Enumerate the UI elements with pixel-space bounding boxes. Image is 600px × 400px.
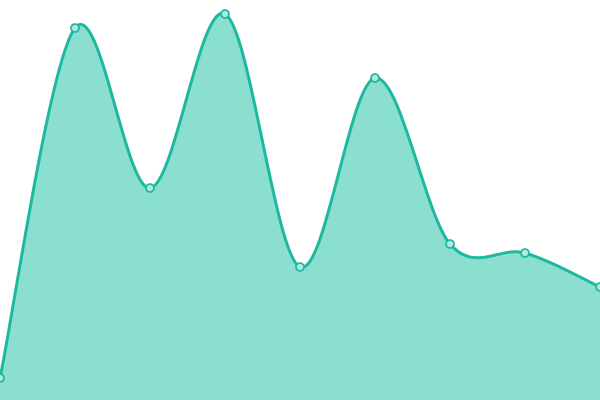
data-point-marker[interactable] <box>295 262 305 272</box>
data-point-marker[interactable] <box>220 9 230 19</box>
data-point-marker[interactable] <box>0 373 5 383</box>
data-point-markers <box>0 9 600 383</box>
data-point-marker[interactable] <box>595 282 600 292</box>
data-point-marker[interactable] <box>520 248 530 258</box>
data-point-marker[interactable] <box>145 183 155 193</box>
area-fill <box>0 13 600 400</box>
data-point-marker[interactable] <box>70 23 80 33</box>
data-point-marker[interactable] <box>370 73 380 83</box>
data-point-marker[interactable] <box>445 239 455 249</box>
